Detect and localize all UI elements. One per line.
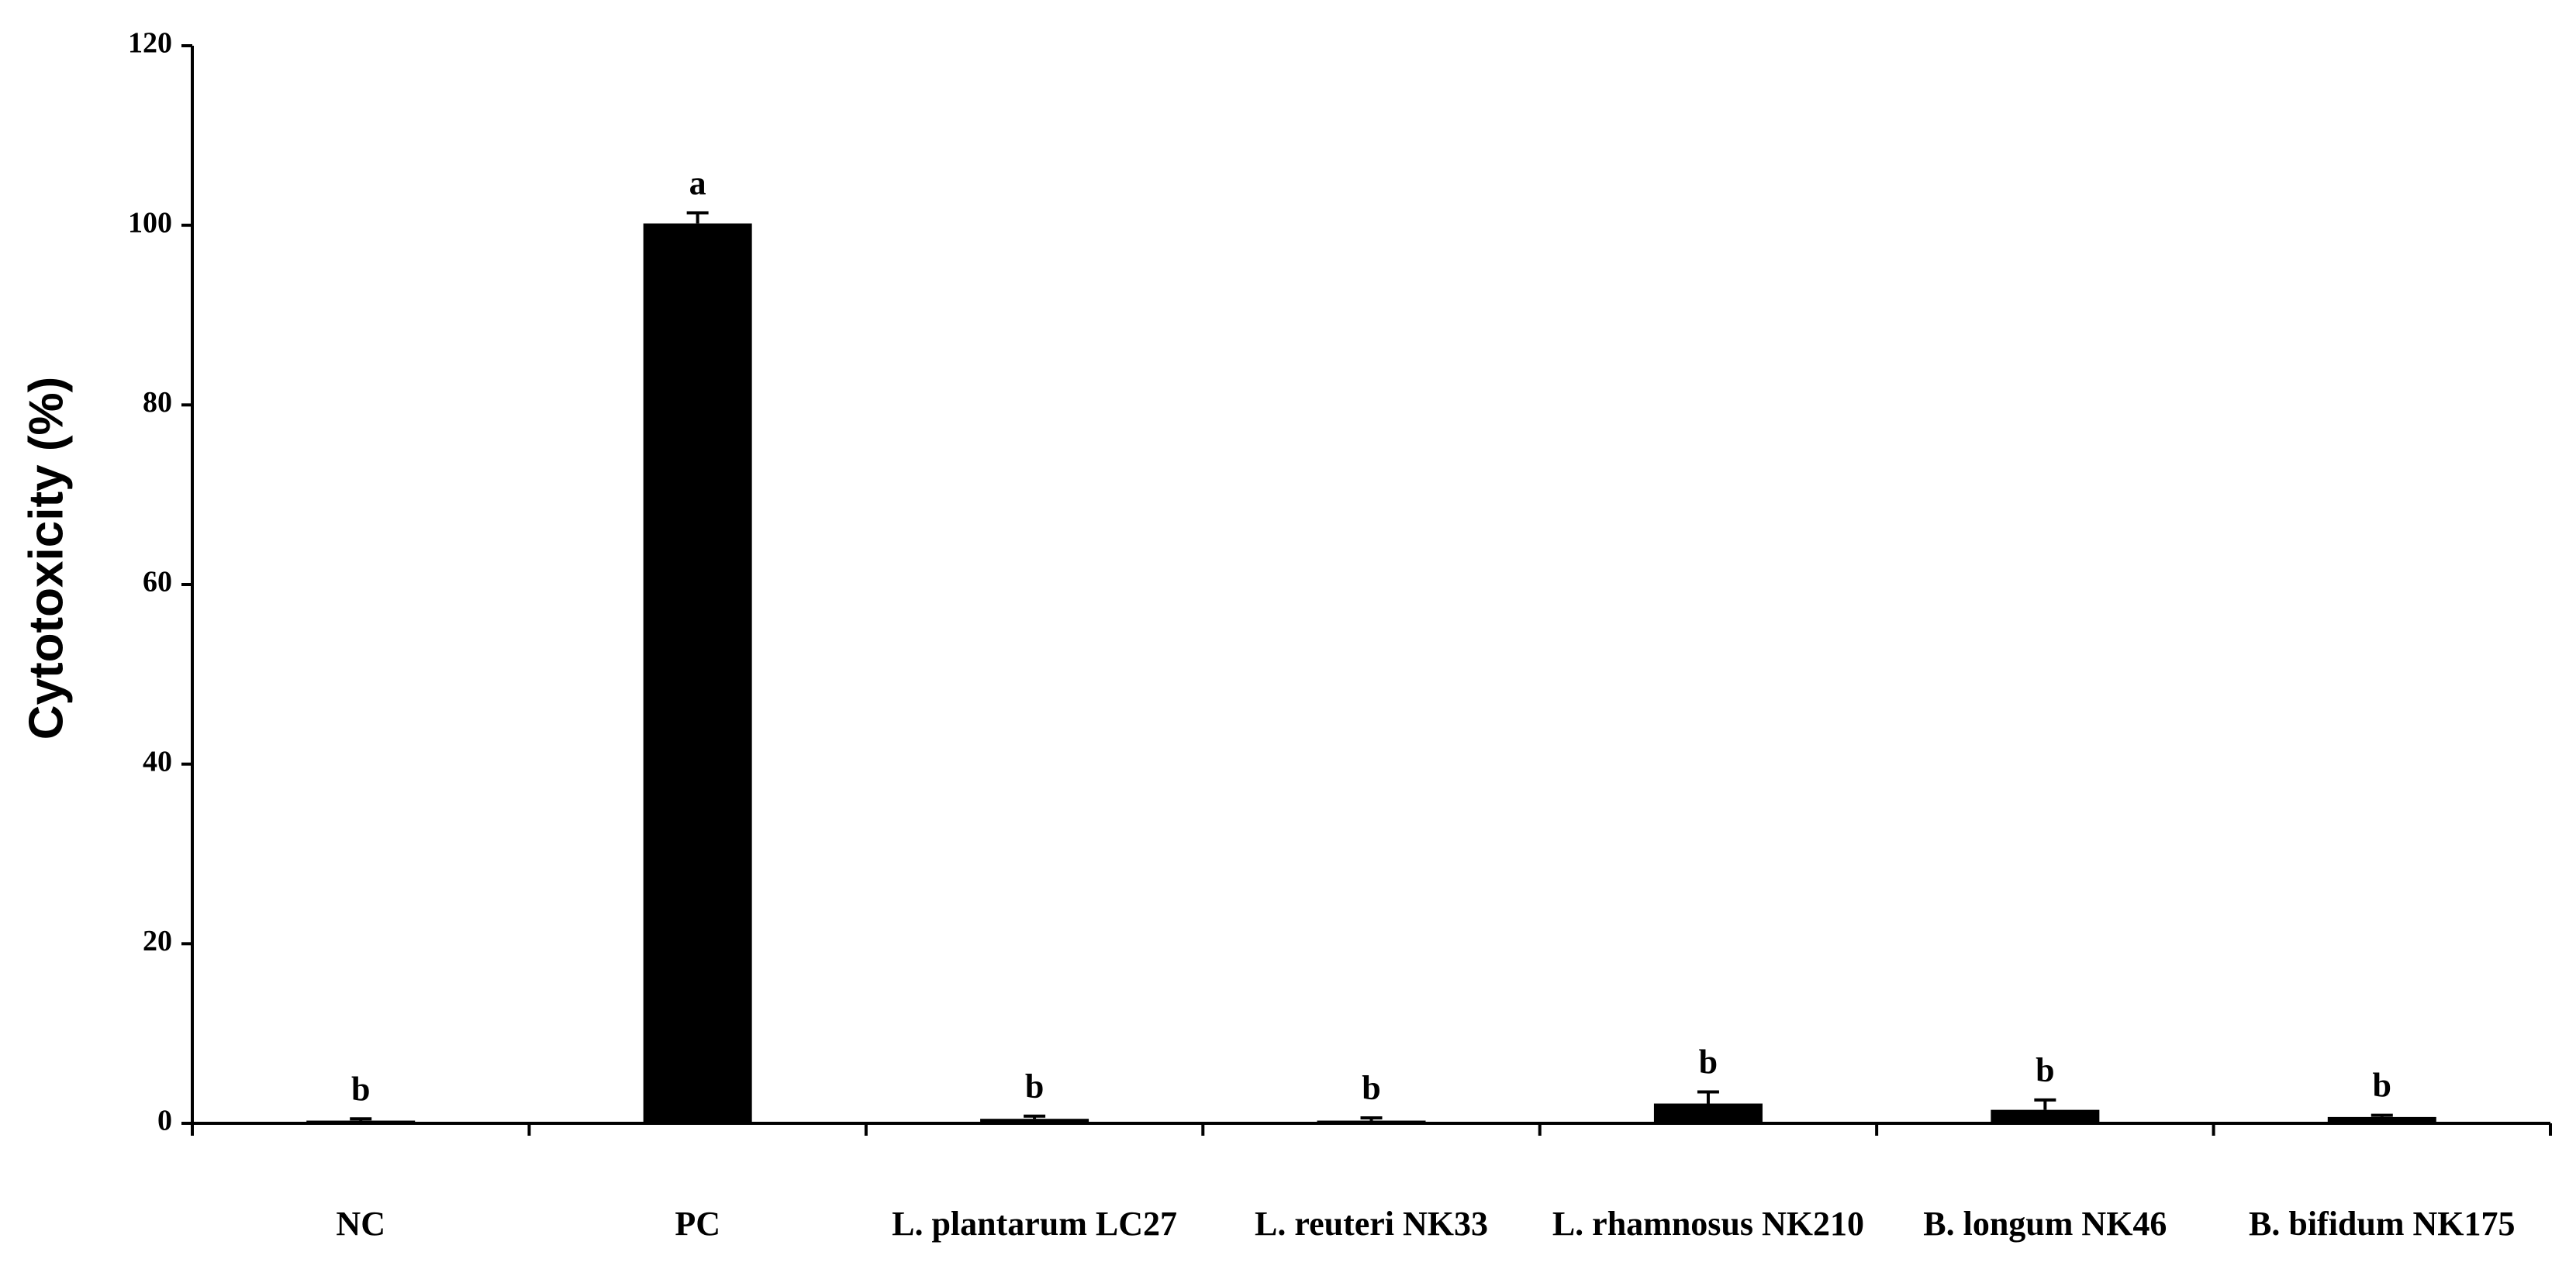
x-tick-label: L. reuteri NK33 bbox=[1255, 1205, 1488, 1243]
significance-label: a bbox=[689, 164, 706, 202]
significance-label: b bbox=[2373, 1067, 2391, 1105]
significance-label: b bbox=[1362, 1069, 1380, 1107]
bar bbox=[1653, 1103, 1763, 1123]
y-tick-label: 20 bbox=[143, 925, 172, 957]
bar bbox=[643, 223, 752, 1124]
bar bbox=[306, 1120, 416, 1123]
x-tick-label: B. bifidum NK175 bbox=[2249, 1205, 2516, 1243]
y-tick-label: 120 bbox=[128, 27, 172, 60]
significance-label: b bbox=[2036, 1051, 2054, 1089]
bar bbox=[1991, 1109, 2100, 1123]
x-tick-label: B. longum NK46 bbox=[1923, 1205, 2167, 1243]
significance-label: b bbox=[351, 1070, 370, 1108]
x-tick-label: NC bbox=[336, 1205, 385, 1243]
bar bbox=[980, 1119, 1089, 1123]
y-tick-label: 100 bbox=[128, 206, 172, 239]
bar bbox=[1317, 1120, 1426, 1123]
x-tick-label: PC bbox=[675, 1205, 720, 1243]
x-tick-label: L. plantarum LC27 bbox=[892, 1205, 1177, 1243]
y-axis-label: Cytotoxicity (%) bbox=[19, 377, 73, 740]
x-tick-label: L. rhamnosus NK210 bbox=[1552, 1205, 1864, 1243]
bar bbox=[2327, 1116, 2436, 1123]
y-tick-label: 80 bbox=[143, 386, 172, 419]
y-tick-label: 0 bbox=[157, 1105, 172, 1137]
significance-label: b bbox=[1699, 1043, 1718, 1081]
significance-label: b bbox=[1025, 1067, 1044, 1105]
y-tick-label: 40 bbox=[143, 745, 172, 778]
y-tick-label: 60 bbox=[143, 566, 172, 598]
